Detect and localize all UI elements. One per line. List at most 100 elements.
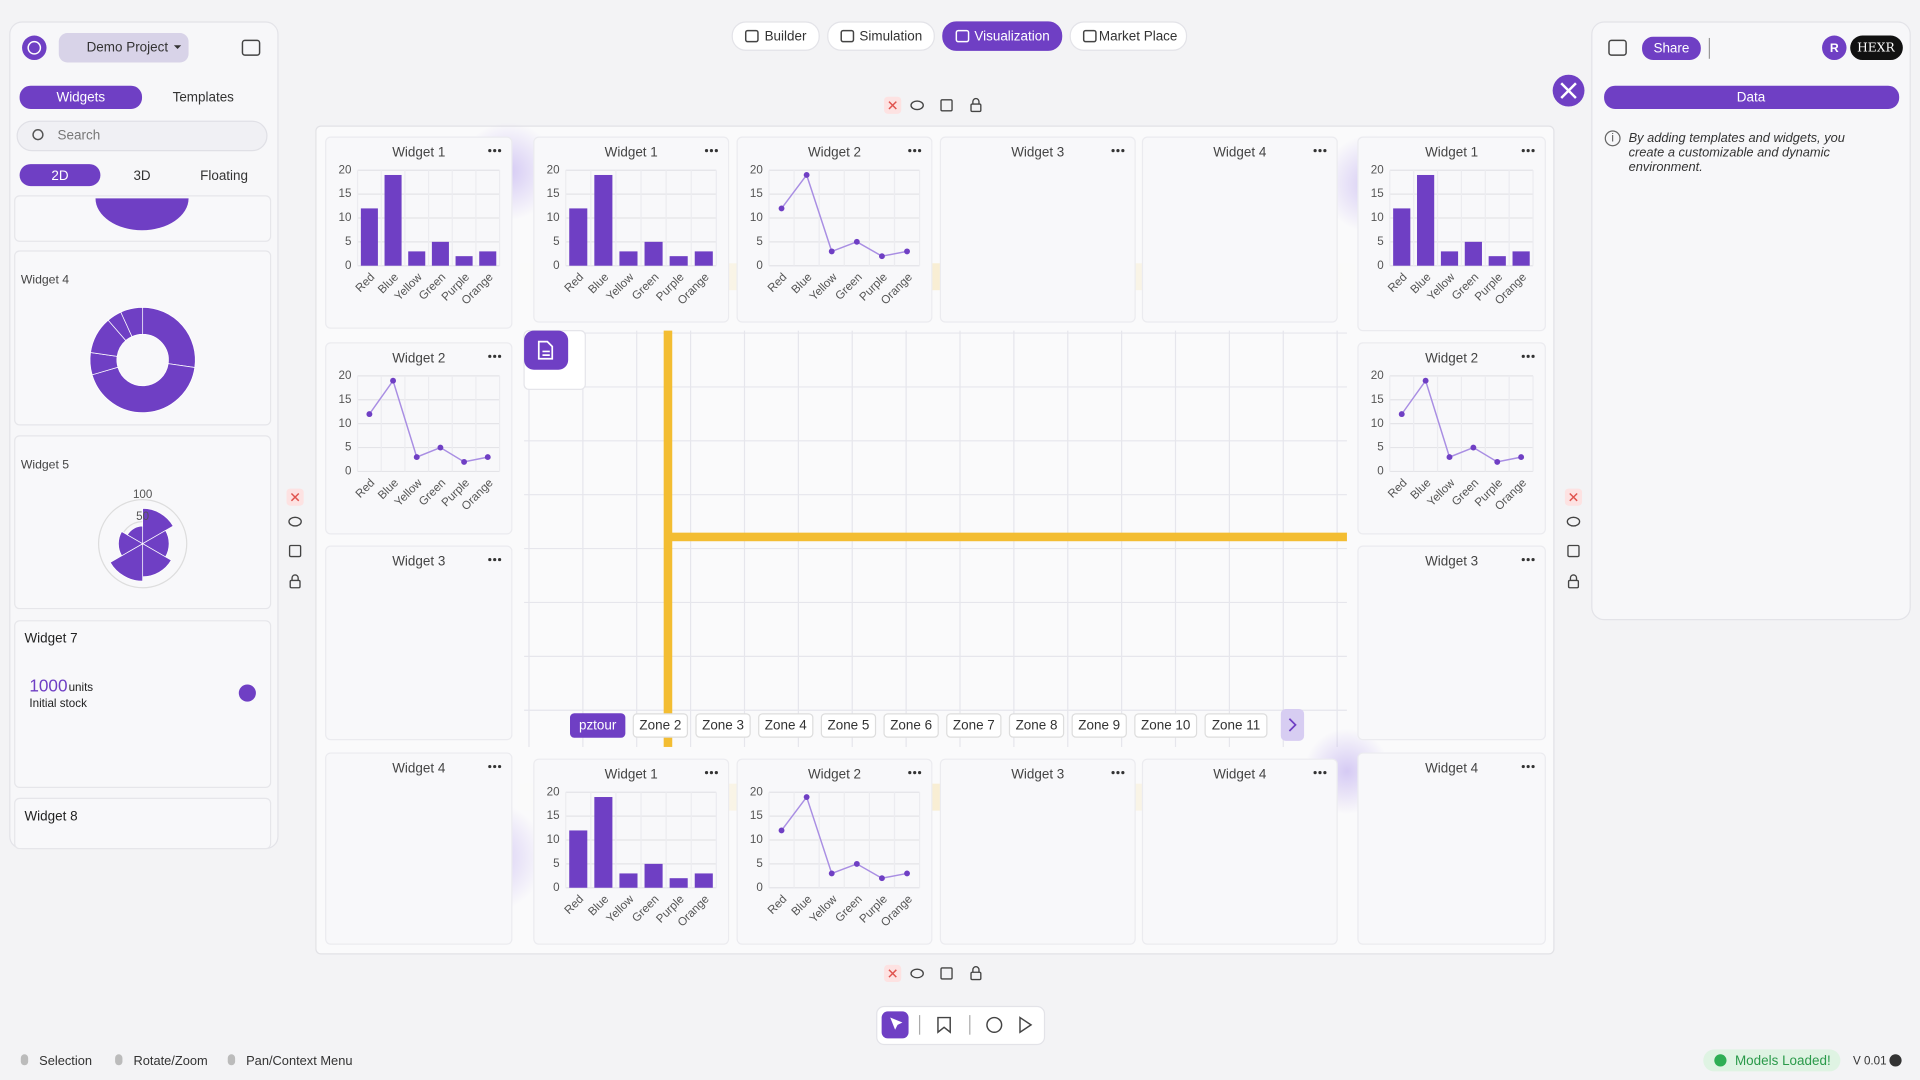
save-tool[interactable] — [1567, 544, 1580, 558]
widget-tile[interactable]: Widget 3 — [325, 545, 513, 741]
zone-tab[interactable] — [946, 713, 1002, 738]
point — [904, 870, 910, 877]
tile-card[interactable] — [325, 545, 513, 741]
mode-tab[interactable]: Floating — [200, 168, 248, 183]
tile-card[interactable] — [325, 342, 513, 535]
widget-card[interactable]: Widget 7 1000 units Initial stock — [14, 620, 272, 788]
card-bg[interactable] — [14, 797, 272, 850]
tab-active[interactable] — [19, 85, 143, 109]
sidebar-toggle[interactable] — [241, 39, 261, 56]
lock-tool[interactable] — [970, 971, 982, 981]
tile-card[interactable] — [939, 136, 1136, 323]
lock-tool[interactable] — [970, 103, 982, 113]
save-tool[interactable] — [940, 967, 953, 980]
share-button[interactable] — [1642, 36, 1701, 60]
widget-tile[interactable]: Widget 3 — [1357, 545, 1546, 741]
data-button[interactable] — [1604, 85, 1900, 109]
zone-tab[interactable] — [758, 713, 814, 738]
zone-tab[interactable] — [883, 713, 939, 738]
eye-tool[interactable] — [910, 100, 924, 111]
widget-tile[interactable]: Widget 4 — [325, 752, 513, 945]
search-box[interactable] — [16, 120, 268, 152]
widget-tile[interactable]: Widget 3 — [939, 758, 1136, 945]
tile-card[interactable] — [939, 758, 1136, 945]
tile-card[interactable] — [736, 758, 933, 945]
tile-title: Widget 3 — [1425, 554, 1478, 569]
tile-card[interactable] — [325, 136, 513, 329]
save-tool[interactable] — [288, 544, 302, 558]
widget-tile[interactable]: Widget 4 — [1357, 752, 1546, 945]
y-tick-label: 5 — [756, 235, 762, 248]
nav-tab[interactable] — [942, 21, 1063, 51]
tile-card[interactable] — [533, 758, 730, 945]
point — [828, 870, 835, 877]
nav-tab[interactable] — [1069, 21, 1188, 51]
zone-tab[interactable] — [1008, 713, 1065, 738]
zone-label: Zone 6 — [890, 718, 932, 733]
tile-card[interactable] — [325, 752, 513, 945]
zone-tab[interactable] — [1071, 713, 1127, 738]
widget-tile[interactable]: Widget 105101520RedBlueYellowGreenPurple… — [325, 136, 513, 329]
mode-active[interactable] — [19, 164, 101, 187]
sidebar-tab[interactable]: Widgets — [57, 90, 106, 105]
tile-card[interactable] — [1141, 758, 1338, 945]
eye-tool[interactable] — [1566, 516, 1581, 527]
comment-tool[interactable] — [986, 1016, 1003, 1033]
eye-tool[interactable] — [288, 516, 302, 527]
tile-card[interactable] — [1357, 545, 1546, 741]
tile-card[interactable] — [1141, 136, 1338, 323]
zone-label: Zone 8 — [1016, 718, 1058, 733]
mode-tab[interactable]: 3D — [133, 168, 150, 183]
project-button[interactable] — [58, 33, 189, 63]
floating-doc[interactable] — [523, 330, 586, 390]
nav-tab[interactable] — [827, 21, 935, 51]
zone-tab[interactable] — [1204, 713, 1268, 738]
menu-dot — [1526, 149, 1530, 153]
widget-tile[interactable]: Widget 205101520RedBlueYellowGreenPurple… — [1357, 342, 1546, 535]
widget-tile[interactable]: Widget 4 — [1141, 758, 1338, 945]
widget-tile[interactable]: Widget 4 — [1141, 136, 1338, 323]
widget-card[interactable]: Widget 5 50 100 — [14, 435, 272, 610]
bookmark-tool[interactable] — [937, 1016, 951, 1034]
panel-toggle[interactable] — [1608, 39, 1627, 56]
mode-tab[interactable]: 2D — [51, 168, 68, 183]
tile-card[interactable] — [1357, 342, 1546, 535]
zone-tab[interactable] — [570, 713, 626, 738]
card-bg[interactable] — [14, 250, 272, 426]
help-icon[interactable] — [1889, 1054, 1902, 1067]
zone-tab[interactable] — [695, 713, 751, 738]
widget-card[interactable]: Widget 4 — [14, 250, 272, 426]
menu-dot — [1318, 149, 1322, 153]
avatar[interactable] — [1822, 35, 1847, 60]
zone-next[interactable] — [1280, 708, 1305, 741]
y-tick-label: 10 — [750, 211, 763, 224]
card-bg[interactable] — [14, 620, 272, 788]
status-dot — [1714, 1054, 1727, 1067]
zone-tab[interactable] — [1134, 713, 1198, 738]
logo[interactable] — [22, 35, 47, 60]
zone-tab[interactable] — [632, 713, 689, 738]
save-tool[interactable] — [940, 99, 953, 112]
tile-card[interactable] — [1357, 136, 1546, 332]
play-tool[interactable] — [1019, 1016, 1033, 1034]
widget-tile[interactable]: Widget 3 — [939, 136, 1136, 323]
widget-tile[interactable]: Widget 105101520RedBlueYellowGreenPurple… — [1357, 136, 1546, 332]
nav-tab[interactable] — [731, 21, 820, 51]
lock-tool[interactable] — [1567, 579, 1580, 589]
zone-tab[interactable] — [820, 713, 877, 738]
tile-card[interactable] — [736, 136, 933, 323]
tile-card[interactable] — [1357, 752, 1546, 945]
kpi-icon[interactable] — [238, 684, 256, 702]
eye-tool[interactable] — [910, 968, 924, 979]
menu-dot — [709, 149, 714, 153]
widget-tile[interactable]: Widget 205101520RedBlueYellowGreenPurple… — [325, 342, 513, 535]
widget-card[interactable]: Widget 8 — [14, 797, 272, 850]
sidebar-tab[interactable]: Templates — [173, 90, 235, 105]
doc-button[interactable] — [524, 330, 569, 370]
lock-tool[interactable] — [289, 579, 301, 589]
tile-card[interactable] — [533, 136, 730, 323]
